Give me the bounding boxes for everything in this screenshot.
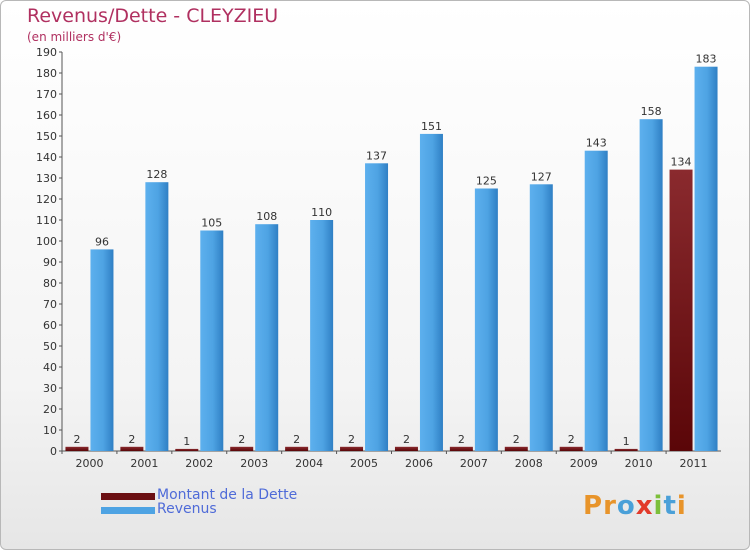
y-tick-label: 0 bbox=[50, 445, 57, 458]
bar-dette bbox=[120, 446, 144, 451]
data-label-dette: 2 bbox=[238, 433, 245, 446]
data-label-dette: 134 bbox=[671, 156, 692, 169]
y-tick-label: 40 bbox=[43, 361, 57, 374]
data-label-dette: 2 bbox=[458, 433, 465, 446]
y-tick-label: 110 bbox=[36, 214, 57, 227]
bar-revenus bbox=[255, 224, 279, 451]
bar-dette bbox=[340, 446, 364, 451]
y-tick-label: 120 bbox=[36, 193, 57, 206]
x-tick-label: 2003 bbox=[240, 457, 268, 470]
legend-label-dette: Montant de la Dette bbox=[157, 487, 298, 503]
y-tick-label: 190 bbox=[36, 46, 57, 59]
bar-revenus bbox=[365, 163, 389, 452]
y-tick-label: 170 bbox=[36, 88, 57, 101]
proxiti-logo: Proxiti bbox=[583, 491, 687, 521]
data-label-dette: 2 bbox=[568, 433, 575, 446]
bar-dette bbox=[175, 448, 199, 451]
x-tick-label: 2006 bbox=[405, 457, 433, 470]
legend-label-revenus: Revenus bbox=[157, 501, 217, 517]
bar-revenus bbox=[474, 188, 498, 451]
y-tick-label: 20 bbox=[43, 403, 57, 416]
data-label-revenus: 110 bbox=[311, 206, 332, 219]
data-label-dette: 1 bbox=[183, 435, 190, 448]
y-tick-label: 140 bbox=[36, 151, 57, 164]
x-tick-label: 2005 bbox=[350, 457, 378, 470]
bar-revenus bbox=[639, 119, 663, 451]
data-label-revenus: 151 bbox=[421, 120, 442, 133]
bar-dette bbox=[559, 446, 583, 451]
data-label-dette: 2 bbox=[348, 433, 355, 446]
bar-dette bbox=[394, 446, 418, 451]
bar-revenus bbox=[694, 66, 718, 451]
chart-title: Revenus/Dette - CLEYZIEU bbox=[27, 5, 279, 27]
x-tick-label: 2008 bbox=[515, 457, 543, 470]
bar-dette bbox=[230, 446, 254, 451]
bar-dette bbox=[669, 169, 693, 451]
data-label-revenus: 96 bbox=[95, 235, 109, 248]
y-tick-label: 30 bbox=[43, 382, 57, 395]
y-tick-label: 130 bbox=[36, 172, 57, 185]
y-tick-label: 90 bbox=[43, 256, 57, 269]
data-label-revenus: 108 bbox=[256, 210, 277, 223]
x-tick-label: 2007 bbox=[460, 457, 488, 470]
bar-revenus bbox=[200, 230, 224, 451]
data-label-revenus: 125 bbox=[476, 175, 497, 188]
bar-revenus bbox=[419, 133, 443, 451]
data-label-revenus: 127 bbox=[531, 170, 552, 183]
y-tick-label: 60 bbox=[43, 319, 57, 332]
y-tick-label: 10 bbox=[43, 424, 57, 437]
x-tick-label: 2000 bbox=[75, 457, 103, 470]
data-label-dette: 2 bbox=[293, 433, 300, 446]
data-label-dette: 2 bbox=[403, 433, 410, 446]
bar-revenus bbox=[529, 184, 553, 452]
bar-revenus bbox=[584, 150, 608, 451]
y-tick-label: 100 bbox=[36, 235, 57, 248]
legend-swatch-dette bbox=[101, 493, 155, 500]
data-label-dette: 2 bbox=[128, 433, 135, 446]
bar-dette bbox=[449, 446, 473, 451]
bar-dette bbox=[65, 446, 89, 451]
data-label-revenus: 183 bbox=[696, 53, 717, 66]
data-label-dette: 2 bbox=[513, 433, 520, 446]
x-tick-label: 2011 bbox=[680, 457, 708, 470]
bar-revenus bbox=[90, 249, 114, 451]
y-tick-label: 80 bbox=[43, 277, 57, 290]
bar-dette bbox=[614, 448, 638, 451]
y-tick-label: 150 bbox=[36, 130, 57, 143]
y-tick-label: 180 bbox=[36, 67, 57, 80]
x-tick-label: 2001 bbox=[130, 457, 158, 470]
data-label-dette: 1 bbox=[623, 435, 630, 448]
bar-dette bbox=[285, 446, 309, 451]
chart-subtitle: (en milliers d'€) bbox=[27, 30, 122, 44]
y-tick-label: 70 bbox=[43, 298, 57, 311]
data-label-revenus: 158 bbox=[641, 105, 662, 118]
data-label-dette: 2 bbox=[73, 433, 80, 446]
x-tick-label: 2010 bbox=[625, 457, 653, 470]
bar-revenus bbox=[310, 220, 334, 451]
y-tick-label: 160 bbox=[36, 109, 57, 122]
bar-dette bbox=[504, 446, 528, 451]
legend-swatch-revenus bbox=[101, 507, 155, 514]
x-tick-label: 2009 bbox=[570, 457, 598, 470]
data-label-revenus: 143 bbox=[586, 137, 607, 150]
data-label-revenus: 137 bbox=[366, 149, 387, 162]
data-label-revenus: 105 bbox=[201, 217, 222, 230]
data-label-revenus: 128 bbox=[146, 168, 167, 181]
x-tick-label: 2004 bbox=[295, 457, 323, 470]
y-tick-label: 50 bbox=[43, 340, 57, 353]
x-tick-label: 2002 bbox=[185, 457, 213, 470]
bar-revenus bbox=[145, 182, 169, 451]
